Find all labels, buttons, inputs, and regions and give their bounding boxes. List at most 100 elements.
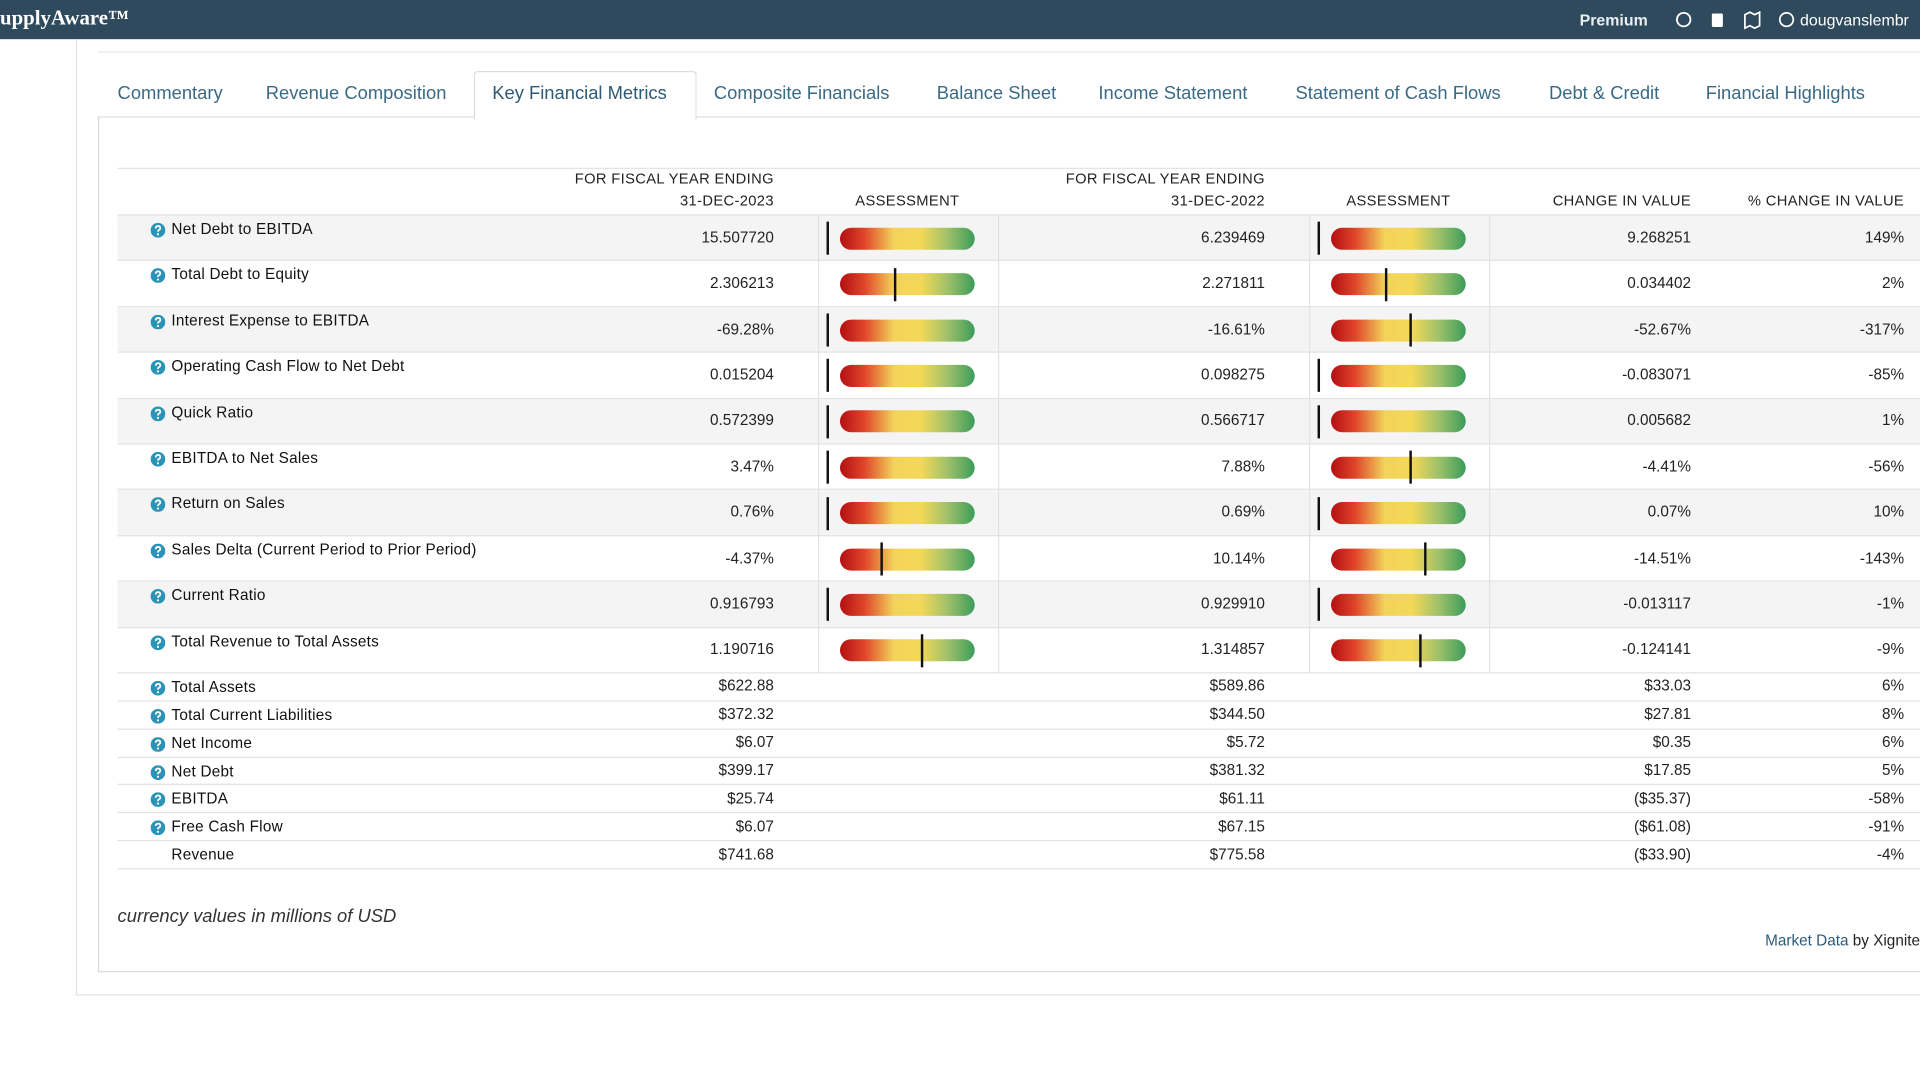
help-icon[interactable] [151,542,166,557]
cell-value: -16.61% [1208,320,1265,337]
tab[interactable]: Revenue Composition [266,83,447,104]
cell-border [818,490,819,536]
cell-border [818,536,819,582]
cell-border [998,399,999,445]
help-icon[interactable] [151,496,166,511]
user-icon[interactable] [1780,13,1793,26]
assessment-marker [827,359,829,392]
cell-value: 149% [1865,229,1904,246]
cell-border [998,216,999,262]
cell-value: ($35.37) [1634,790,1691,807]
cell-value: 10.14% [1213,549,1265,566]
cell-value: 6% [1882,734,1904,751]
help-icon[interactable] [151,736,166,751]
cell-border [1489,261,1490,307]
cell-value: -9% [1877,641,1904,658]
cell-value: $399.17 [719,762,774,779]
row-label: Operating Cash Flow to Net Debt [171,358,404,375]
cell-border [818,216,819,262]
assessment-marker [1318,497,1320,530]
cell-value: -4.41% [1643,458,1692,475]
help-icon[interactable] [151,267,166,282]
row-label: Sales Delta (Current Period to Prior Per… [171,541,476,558]
assessment-gauge [840,548,975,570]
tab[interactable]: Composite Financials [714,83,890,104]
assessment-marker [920,634,922,667]
cell-value: 0.572399 [710,412,774,429]
help-icon[interactable] [151,222,166,237]
help-icon[interactable] [151,819,166,834]
assessment-marker [827,588,829,621]
cell-border [818,261,819,307]
help-icon[interactable] [151,680,166,695]
row-label: Net Income [171,734,252,751]
assessment-marker [827,497,829,530]
tab[interactable]: Debt & Credit [1549,83,1659,104]
column-header: 31-DEC-2022 [1171,192,1265,209]
tab[interactable]: Financial Highlights [1706,83,1865,104]
cell-value: 6.239469 [1201,229,1265,246]
help-icon[interactable] [151,588,166,603]
column-header: FOR FISCAL YEAR ENDING [575,170,774,187]
cell-value: 0.07% [1648,503,1691,520]
cell-value: 10% [1873,503,1904,520]
user-menu[interactable]: dougvanslembr [1800,11,1909,29]
cell-value: -58% [1868,790,1904,807]
cell-border [998,444,999,490]
cell-value: -14.51% [1634,549,1691,566]
cell-value: 0.015204 [710,366,774,383]
assessment-gauge [1331,502,1466,524]
map-icon[interactable] [1745,12,1760,28]
cell-value: -143% [1860,549,1904,566]
cell-border [998,261,999,307]
help-icon[interactable] [151,764,166,779]
cell-border [818,353,819,399]
cell-value: 1.190716 [710,641,774,658]
assessment-gauge [840,411,975,433]
cell-value: 3.47% [730,458,773,475]
help-icon[interactable] [151,708,166,723]
column-header: % CHANGE IN VALUE [1748,192,1904,209]
attribution: Market Data by Xignite [1765,932,1920,949]
cell-value: ($33.90) [1634,846,1691,863]
assessment-gauge [840,365,975,387]
assessment-marker [1318,588,1320,621]
cell-value: 0.566717 [1201,412,1265,429]
row-label: EBITDA [171,790,228,807]
help-icon[interactable] [151,451,166,466]
divider [98,51,1920,52]
cell-border [1309,536,1310,582]
cell-border [998,582,999,628]
cell-value: 2% [1882,274,1904,291]
help-icon[interactable] [151,313,166,328]
tab[interactable]: Statement of Cash Flows [1296,83,1501,104]
tab[interactable]: Key Financial Metrics [492,83,667,104]
cell-value: -0.124141 [1622,641,1691,658]
cell-value: $25.74 [727,790,774,807]
row-label: EBITDA to Net Sales [171,449,318,466]
help-icon[interactable] [151,359,166,374]
header-line [118,168,1920,169]
cell-border [1309,216,1310,262]
market-data-link[interactable]: Market Data [1765,932,1848,949]
attribution-text: by Xignite [1853,932,1920,949]
tab[interactable]: Income Statement [1098,83,1247,104]
book-icon[interactable] [1712,13,1723,26]
cell-border [1309,628,1310,674]
tab[interactable]: Commentary [118,83,223,104]
help-icon[interactable] [151,405,166,420]
cell-value: $67.15 [1218,818,1265,835]
cell-border [818,628,819,674]
help-icon[interactable] [151,792,166,807]
cell-value: $372.32 [719,706,774,723]
cell-value: $61.11 [1219,790,1265,807]
cell-value: $5.72 [1227,734,1265,751]
row-label: Total Current Liabilities [171,706,332,723]
premium-link[interactable]: Premium [1580,11,1648,29]
tab[interactable]: Balance Sheet [937,83,1056,104]
help-icon[interactable] [151,634,166,649]
help-icon[interactable] [1677,13,1690,26]
assessment-gauge [840,273,975,295]
cell-border [1309,399,1310,445]
logo[interactable]: upplyAware™ [0,6,129,30]
